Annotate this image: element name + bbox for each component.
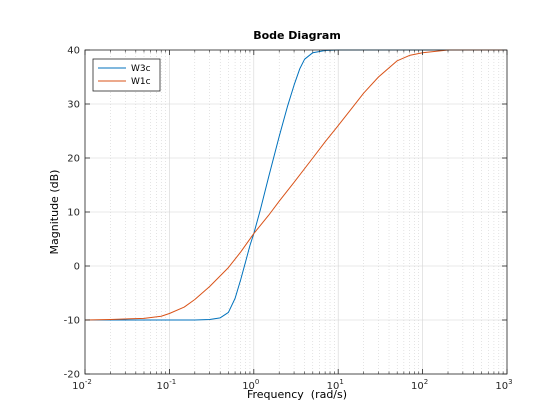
x-tick-label: 10-2 <box>72 378 92 392</box>
y-tick-labels: -20 -10 0 10 20 30 40 <box>64 46 80 381</box>
x-tick-label: 103 <box>495 378 512 392</box>
y-tick-label: 40 <box>67 46 80 57</box>
legend-box <box>92 58 161 92</box>
x-tick-label: 10-1 <box>157 378 177 392</box>
y-tick-label: 30 <box>67 100 80 111</box>
y-tick-label: 10 <box>67 208 80 219</box>
legend-label-w3c: W3c <box>131 64 151 74</box>
legend: W3c W1c <box>92 58 161 92</box>
x-tick-label: 100 <box>242 378 259 392</box>
x-axis-label: Frequency (rad/s) <box>247 388 347 401</box>
y-tick-label: -20 <box>64 370 80 381</box>
legend-label-w1c: W1c <box>131 77 151 87</box>
y-tick-label: 20 <box>67 154 80 165</box>
chart-title: Bode Diagram <box>253 29 341 42</box>
x-tick-label: 102 <box>411 378 428 392</box>
y-axis-label: Magnitude (dB) <box>48 170 61 255</box>
series-line-w1c <box>84 49 507 321</box>
y-tick-label: -10 <box>64 316 80 327</box>
series-layer <box>84 49 507 321</box>
tick-marks <box>84 49 508 375</box>
y-tick-label: 0 <box>74 262 80 273</box>
x-tick-label: 101 <box>327 378 344 392</box>
series-line-w3c <box>85 49 507 321</box>
x-tick-labels: 10-2 10-1 100 101 102 103 <box>72 378 512 392</box>
